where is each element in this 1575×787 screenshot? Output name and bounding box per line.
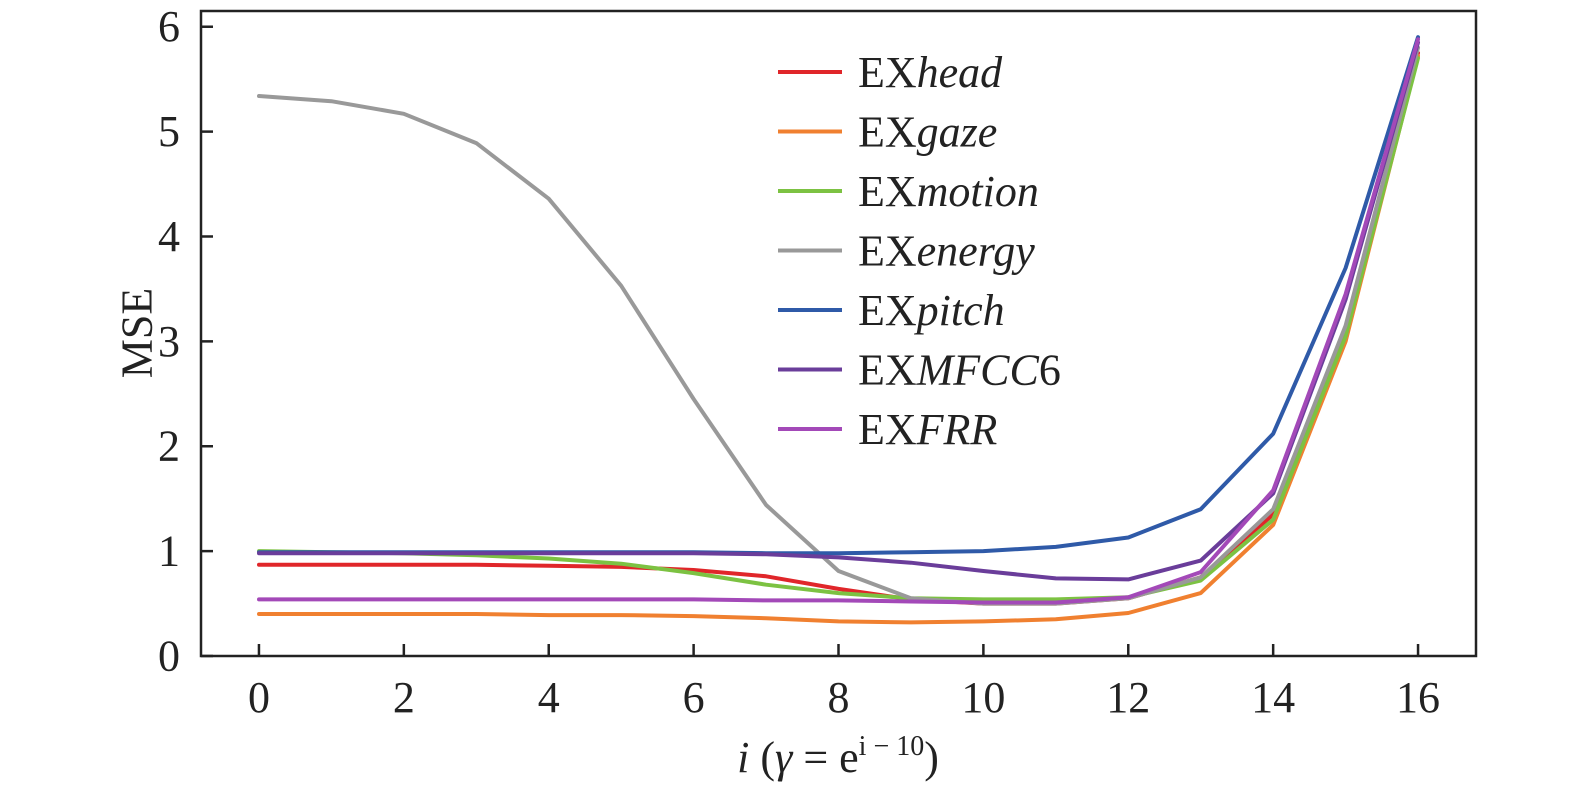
- legend-label: EXmotion: [858, 167, 1039, 216]
- x-tick-label: 12: [1106, 673, 1150, 722]
- y-tick-label: 0: [158, 632, 180, 681]
- legend-label: EXhead: [858, 48, 1003, 97]
- legend: EXhead EXgaze EXmotion EXenergy EXpitch EXMFC…: [778, 48, 1061, 454]
- series-line-energy: [257, 45, 1420, 606]
- y-tick-label: 6: [158, 2, 180, 51]
- x-tick-label: 4: [538, 673, 560, 722]
- legend-item-mfcc: EXMFCC6: [778, 345, 1061, 394]
- legend-label: EXMFCC6: [858, 345, 1061, 394]
- series-line-pitch: [257, 35, 1420, 556]
- legend-item-motion: EXmotion: [778, 167, 1039, 216]
- legend-label: EXFRR: [858, 405, 997, 454]
- legend-label: EXgaze: [858, 107, 997, 156]
- x-tick-label: 16: [1396, 673, 1440, 722]
- legend-item-pitch: EXpitch: [778, 286, 1005, 335]
- x-axis-title-var: i: [737, 733, 749, 782]
- x-axis-title-gamma: γ: [775, 733, 794, 782]
- series-line-frr: [257, 37, 1420, 605]
- x-axis-title-close: ): [924, 733, 939, 782]
- y-tick-label: 4: [158, 212, 180, 261]
- legend-item-gaze: EXgaze: [778, 107, 997, 156]
- legend-item-head: EXhead: [778, 48, 1003, 97]
- x-axis-title-open: (: [749, 733, 775, 782]
- x-axis-title-sup: i − 10: [859, 731, 925, 762]
- x-axis-title: i (γ = ei − 10): [737, 731, 939, 782]
- x-tick-label: 8: [828, 673, 850, 722]
- y-tick-label: 3: [158, 317, 180, 366]
- y-axis-title: MSE: [113, 288, 162, 378]
- x-tick-label: 0: [248, 673, 270, 722]
- x-tick-label: 6: [683, 673, 705, 722]
- y-tick-label: 5: [158, 107, 180, 156]
- series-layer: [257, 35, 1420, 625]
- x-tick-label: 2: [393, 673, 415, 722]
- legend-label: EXenergy: [858, 226, 1035, 275]
- legend-item-energy: EXenergy: [778, 226, 1035, 275]
- x-axis-title-eq: = e: [792, 733, 858, 782]
- y-tick-label: 1: [158, 527, 180, 576]
- series-line-gaze: [257, 54, 1420, 625]
- x-tick-label: 14: [1251, 673, 1295, 722]
- x-tick-label: 10: [961, 673, 1005, 722]
- legend-label: EXpitch: [858, 286, 1005, 335]
- legend-item-frr: EXFRR: [778, 405, 997, 454]
- y-tick-label: 2: [158, 422, 180, 471]
- series-line-mfcc: [257, 40, 1420, 582]
